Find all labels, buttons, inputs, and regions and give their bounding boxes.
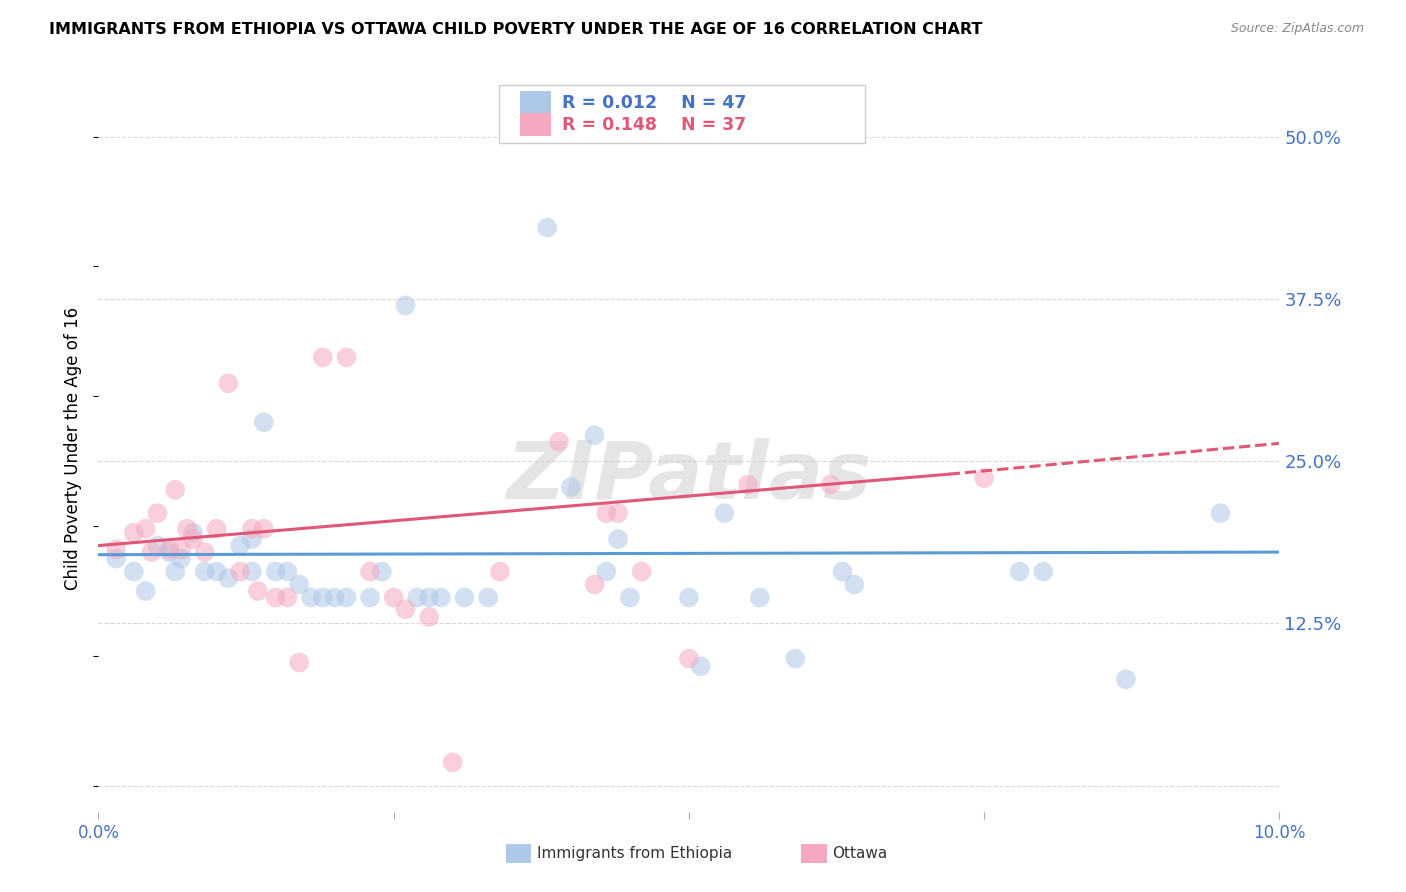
- Point: [122, 525, 145, 540]
- Text: R = 0.012    N = 47: R = 0.012 N = 47: [562, 94, 747, 112]
- Point: [359, 565, 381, 579]
- Point: [217, 376, 239, 391]
- Point: [418, 610, 440, 624]
- Point: [146, 539, 169, 553]
- Point: [441, 756, 464, 770]
- Point: [299, 591, 322, 605]
- Point: [630, 565, 652, 579]
- Point: [382, 591, 405, 605]
- Point: [335, 591, 357, 605]
- Point: [181, 532, 204, 546]
- Point: [165, 483, 187, 497]
- Point: [276, 591, 298, 605]
- Point: [217, 571, 239, 585]
- Point: [583, 577, 606, 591]
- Point: [583, 428, 606, 442]
- Point: [176, 522, 198, 536]
- Point: [371, 565, 394, 579]
- Point: [312, 351, 335, 365]
- Point: [748, 591, 770, 605]
- Point: [406, 591, 429, 605]
- Point: [1008, 565, 1031, 579]
- Point: [146, 506, 169, 520]
- Point: [141, 545, 163, 559]
- Point: [394, 298, 416, 312]
- Point: [844, 577, 866, 591]
- Point: [229, 539, 252, 553]
- Text: Immigrants from Ethiopia: Immigrants from Ethiopia: [537, 847, 733, 861]
- Point: [548, 434, 571, 449]
- Point: [713, 506, 735, 520]
- Point: [170, 551, 193, 566]
- Point: [240, 565, 263, 579]
- Point: [678, 591, 700, 605]
- Point: [135, 584, 157, 599]
- Y-axis label: Child Poverty Under the Age of 16: Child Poverty Under the Age of 16: [65, 307, 83, 590]
- Point: [276, 565, 298, 579]
- Point: [253, 415, 276, 429]
- Point: [394, 602, 416, 616]
- Point: [105, 551, 128, 566]
- Point: [170, 542, 193, 557]
- Point: [595, 565, 617, 579]
- Point: [165, 565, 187, 579]
- Point: [785, 651, 807, 665]
- Point: [181, 525, 204, 540]
- Point: [831, 565, 853, 579]
- Point: [323, 591, 346, 605]
- Point: [194, 565, 217, 579]
- Point: [1032, 565, 1054, 579]
- Point: [264, 591, 287, 605]
- Point: [678, 651, 700, 665]
- Point: [157, 545, 180, 559]
- Point: [489, 565, 512, 579]
- Point: [1209, 506, 1232, 520]
- Point: [359, 591, 381, 605]
- Text: Source: ZipAtlas.com: Source: ZipAtlas.com: [1230, 22, 1364, 36]
- Point: [689, 659, 711, 673]
- Point: [536, 220, 558, 235]
- Point: [820, 477, 842, 491]
- Point: [229, 565, 252, 579]
- Text: R = 0.148    N = 37: R = 0.148 N = 37: [562, 116, 747, 134]
- Point: [135, 522, 157, 536]
- Point: [288, 656, 311, 670]
- Point: [205, 522, 228, 536]
- Text: IMMIGRANTS FROM ETHIOPIA VS OTTAWA CHILD POVERTY UNDER THE AGE OF 16 CORRELATION: IMMIGRANTS FROM ETHIOPIA VS OTTAWA CHILD…: [49, 22, 983, 37]
- Point: [335, 351, 357, 365]
- Point: [430, 591, 453, 605]
- Point: [246, 584, 269, 599]
- Point: [194, 545, 217, 559]
- Point: [607, 532, 630, 546]
- Point: [312, 591, 335, 605]
- Point: [105, 542, 128, 557]
- Point: [288, 577, 311, 591]
- Point: [453, 591, 475, 605]
- Point: [595, 506, 617, 520]
- Point: [253, 522, 276, 536]
- Point: [1115, 673, 1137, 687]
- Point: [619, 591, 641, 605]
- Point: [418, 591, 440, 605]
- Text: Ottawa: Ottawa: [832, 847, 887, 861]
- Point: [240, 522, 263, 536]
- Point: [122, 565, 145, 579]
- Point: [477, 591, 499, 605]
- Text: ZIPatlas: ZIPatlas: [506, 438, 872, 516]
- Point: [240, 532, 263, 546]
- Point: [607, 506, 630, 520]
- Point: [264, 565, 287, 579]
- Point: [560, 480, 582, 494]
- Point: [737, 477, 759, 491]
- Point: [205, 565, 228, 579]
- Point: [157, 542, 180, 557]
- Point: [973, 471, 995, 485]
